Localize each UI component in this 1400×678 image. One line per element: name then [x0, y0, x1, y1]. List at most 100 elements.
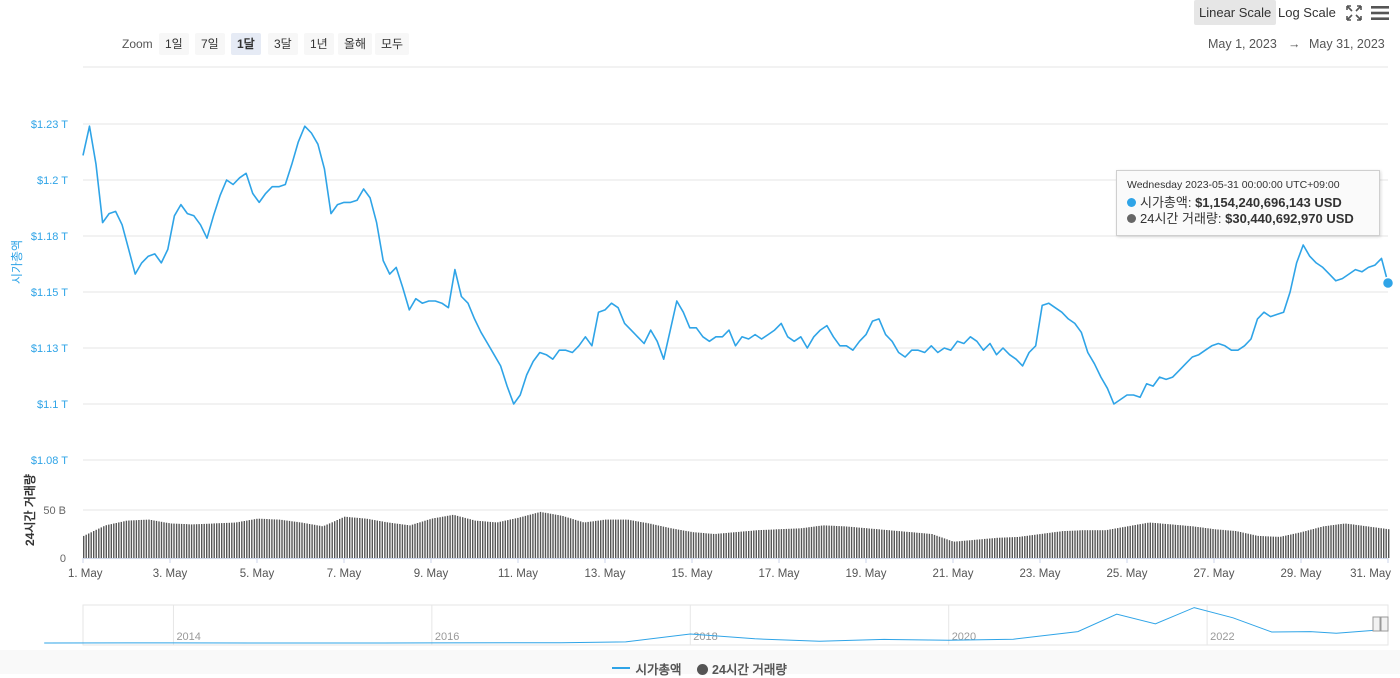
volume-bar	[700, 532, 702, 558]
volume-bar	[120, 521, 122, 558]
volume-bar	[705, 533, 707, 558]
volume-bar	[928, 533, 931, 558]
volume-bar	[577, 520, 579, 558]
tooltip-volume-row: 24시간 거래량: $30,440,692,970 USD	[1127, 208, 1354, 227]
volume-bar	[1049, 532, 1051, 558]
volume-bar	[1124, 526, 1126, 558]
volume-bar	[903, 531, 905, 558]
volume-bar	[308, 524, 311, 558]
volume-bar	[587, 521, 589, 558]
volume-bar	[1081, 530, 1084, 558]
volume-bar	[564, 516, 567, 558]
volume-bar	[901, 531, 903, 558]
volume-bar	[351, 517, 353, 558]
hamburger-menu-icon[interactable]	[1369, 2, 1391, 24]
zoom-1d-button[interactable]: 1일	[159, 33, 189, 55]
volume-bar	[1317, 527, 1320, 558]
volume-bar	[1011, 537, 1013, 558]
volume-bar	[1046, 533, 1049, 558]
volume-bar	[768, 529, 770, 558]
zoom-1m-button[interactable]: 1달	[231, 33, 261, 55]
volume-bar	[763, 529, 765, 558]
volume-bar	[1229, 530, 1232, 558]
volume-bar	[1139, 524, 1141, 558]
volume-bar	[813, 526, 815, 558]
volume-bar	[891, 530, 893, 558]
volume-dot-icon	[1127, 214, 1136, 223]
log-scale-button[interactable]: Log Scale	[1278, 5, 1336, 20]
volume-bar	[595, 520, 597, 558]
volume-bar	[738, 531, 740, 558]
vol-tick-label: 0	[60, 553, 66, 565]
volume-bar	[921, 533, 923, 558]
volume-bar	[1069, 530, 1071, 558]
volume-bar	[251, 519, 253, 558]
volume-bar	[1024, 536, 1026, 558]
volume-bar	[173, 523, 175, 558]
fullscreen-icon[interactable]	[1343, 2, 1365, 24]
volume-bar	[953, 541, 956, 558]
volume-bar	[778, 529, 780, 558]
volume-bar	[630, 520, 632, 558]
volume-bar	[579, 521, 582, 558]
volume-bar	[1031, 535, 1033, 558]
volume-bar	[926, 533, 928, 558]
volume-bar	[1360, 525, 1362, 558]
volume-bar	[421, 521, 424, 558]
volume-bar	[1345, 523, 1347, 558]
volume-bar	[1250, 534, 1252, 558]
linear-scale-button[interactable]: Linear Scale	[1194, 0, 1277, 25]
volume-bar	[208, 523, 210, 558]
volume-bar	[454, 515, 456, 558]
volume-bar	[507, 520, 509, 558]
navigator-line	[44, 607, 1389, 644]
x-tick-label: 3. May	[153, 568, 188, 580]
volume-bar	[896, 530, 898, 558]
volume-bar	[1144, 523, 1146, 558]
volume-bar	[1342, 523, 1345, 558]
volume-bar	[978, 539, 981, 558]
volume-bar	[203, 523, 205, 558]
volume-bar	[1332, 525, 1335, 558]
volume-bar	[670, 528, 672, 558]
volume-bar	[190, 524, 193, 558]
volume-bar	[1001, 537, 1003, 558]
legend-volume[interactable]: 24시간 거래량	[697, 659, 787, 678]
zoom-ytd-button[interactable]: 올해	[338, 33, 373, 55]
volume-bar	[680, 530, 682, 558]
volume-bar	[605, 519, 607, 558]
volume-bar	[504, 520, 506, 558]
zoom-1y-button[interactable]: 1년	[304, 33, 334, 55]
volume-bar	[647, 523, 650, 558]
y-tick-label: $1.18 T	[31, 231, 68, 243]
zoom-all-button[interactable]: 모두	[375, 33, 410, 55]
volume-bar	[1174, 524, 1177, 558]
y-tick-label: $1.15 T	[31, 287, 68, 299]
range-from-input[interactable]: May 1, 2023	[1208, 37, 1277, 51]
volume-bar	[845, 526, 848, 558]
volume-bar	[482, 521, 484, 558]
zoom-3m-button[interactable]: 3달	[268, 33, 298, 55]
volume-bar	[740, 531, 742, 558]
volume-bar	[805, 527, 808, 558]
volume-bar	[780, 529, 783, 558]
hover-marker	[1381, 276, 1395, 290]
volume-bar	[1292, 533, 1294, 558]
navigator-year-label: 2016	[435, 631, 459, 643]
volume-bar	[1179, 525, 1182, 558]
tooltip-volume-label: 24시간 거래량:	[1140, 211, 1222, 226]
volume-bar	[966, 540, 968, 558]
volume-bar	[850, 526, 853, 558]
volume-bar	[401, 524, 404, 558]
range-to-input[interactable]: May 31, 2023	[1309, 37, 1385, 51]
volume-bar	[411, 524, 414, 558]
volume-bar	[888, 530, 890, 558]
volume-bar	[1004, 537, 1006, 558]
volume-bar	[790, 528, 793, 558]
volume-bar	[441, 516, 444, 558]
zoom-7d-button[interactable]: 7일	[195, 33, 225, 55]
volume-bar	[85, 534, 87, 558]
volume-bar	[497, 522, 499, 558]
legend-mcap[interactable]: 시가총액	[612, 659, 682, 678]
volume-bar	[542, 512, 544, 558]
